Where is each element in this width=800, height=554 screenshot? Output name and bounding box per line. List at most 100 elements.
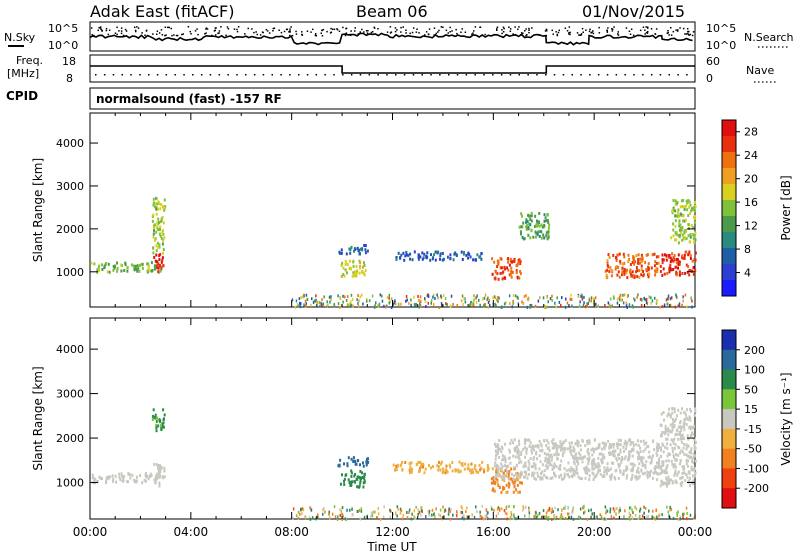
echo-cell: [590, 508, 592, 512]
echo-cell: [586, 471, 588, 475]
echo-cell: [155, 202, 158, 206]
echo-cell: [647, 265, 650, 269]
nave-point: [500, 74, 503, 76]
echo-cell: [322, 302, 325, 306]
echo-cell: [689, 427, 692, 431]
echo-cell: [413, 509, 416, 513]
echo-cell: [681, 205, 684, 208]
echo-cell: [655, 445, 658, 449]
echo-cell: [518, 475, 521, 479]
echo-cell: [666, 484, 668, 488]
echo-cell: [579, 477, 582, 480]
echo-cell: [647, 262, 650, 266]
echo-cell: [691, 299, 693, 303]
echo-cell: [460, 250, 463, 254]
nsearch-point: [592, 30, 594, 32]
echo-cell: [509, 516, 512, 520]
echo-cell: [550, 440, 553, 444]
echo-cell: [683, 471, 686, 475]
echo-cell: [597, 462, 600, 466]
nsearch-point: [253, 31, 255, 34]
nsearch-point: [389, 32, 392, 34]
echo-cell: [666, 481, 669, 485]
noise-tick-left-high: 10^5: [48, 22, 78, 35]
echo-cell: [678, 260, 681, 264]
echo-cell: [610, 445, 612, 449]
echo-cell: [534, 513, 537, 517]
echo-cell: [638, 462, 641, 466]
echo-cell: [671, 446, 674, 450]
echo-cell: [354, 270, 356, 274]
echo-cell: [551, 507, 553, 511]
echo-cell: [444, 508, 446, 512]
echo-cell: [467, 467, 470, 470]
echo-cell: [363, 479, 366, 483]
echo-cell: [534, 214, 537, 218]
echo-cell: [669, 303, 672, 307]
echo-cell: [635, 470, 638, 474]
echo-cell: [682, 446, 685, 450]
nsearch-point: [518, 26, 520, 28]
echo-cell: [610, 461, 613, 465]
echo-cell: [692, 455, 695, 459]
nave-point: [562, 74, 565, 76]
echo-cell: [666, 297, 669, 301]
echo-cell: [136, 475, 138, 479]
echo-cell: [520, 450, 523, 454]
echo-cell: [161, 256, 164, 260]
echo-cell: [670, 459, 673, 463]
echo-cell: [161, 424, 164, 428]
echo-cell: [135, 267, 138, 271]
echo-cell: [497, 474, 500, 478]
echo-cell: [538, 467, 541, 471]
echo-cell: [626, 276, 629, 280]
echo-cell: [686, 418, 689, 421]
echo-cell: [500, 450, 503, 454]
echo-cell: [464, 297, 466, 301]
echo-cell: [525, 220, 527, 224]
echo-cell: [624, 455, 627, 459]
echo-cell: [352, 513, 354, 516]
echo-cell: [511, 260, 514, 264]
echo-cell: [628, 453, 631, 457]
echo-cell: [141, 266, 144, 270]
echo-cell: [504, 511, 506, 515]
echo-cell: [329, 300, 331, 304]
echo-cell: [538, 234, 541, 238]
echo-cell: [674, 419, 676, 423]
echo-cell: [694, 407, 697, 411]
echo-cell: [662, 450, 665, 454]
echo-cell: [623, 272, 626, 276]
echo-cell: [158, 232, 161, 236]
nsearch-point: [295, 33, 298, 35]
echo-cell: [651, 476, 654, 480]
nsearch-point: [460, 31, 462, 33]
echo-cell: [506, 266, 509, 270]
echo-cell: [141, 262, 144, 266]
echo-cell: [615, 256, 618, 260]
echo-cell: [164, 205, 167, 209]
echo-cell: [679, 226, 682, 230]
colorbar-tick-label: -100: [744, 462, 769, 475]
echo-cell: [671, 463, 674, 466]
echo-cell: [519, 272, 522, 276]
echo-cell: [397, 507, 399, 511]
echo-cell: [519, 270, 522, 273]
echo-cell: [689, 418, 692, 422]
echo-cell: [642, 439, 645, 443]
echo-cell: [494, 457, 497, 461]
echo-cell: [120, 472, 123, 476]
echo-cell: [647, 514, 650, 518]
echo-cell: [357, 305, 360, 309]
echo-cell: [624, 447, 627, 451]
echo-cell: [612, 445, 615, 449]
nsearch-point: [107, 33, 110, 36]
echo-cell: [670, 430, 673, 434]
echo-cell: [333, 303, 335, 306]
echo-cell: [437, 465, 440, 469]
nsearch-point: [405, 29, 407, 31]
nsearch-point: [100, 28, 102, 31]
nsearch-point: [105, 29, 108, 32]
echo-cell: [410, 470, 413, 474]
